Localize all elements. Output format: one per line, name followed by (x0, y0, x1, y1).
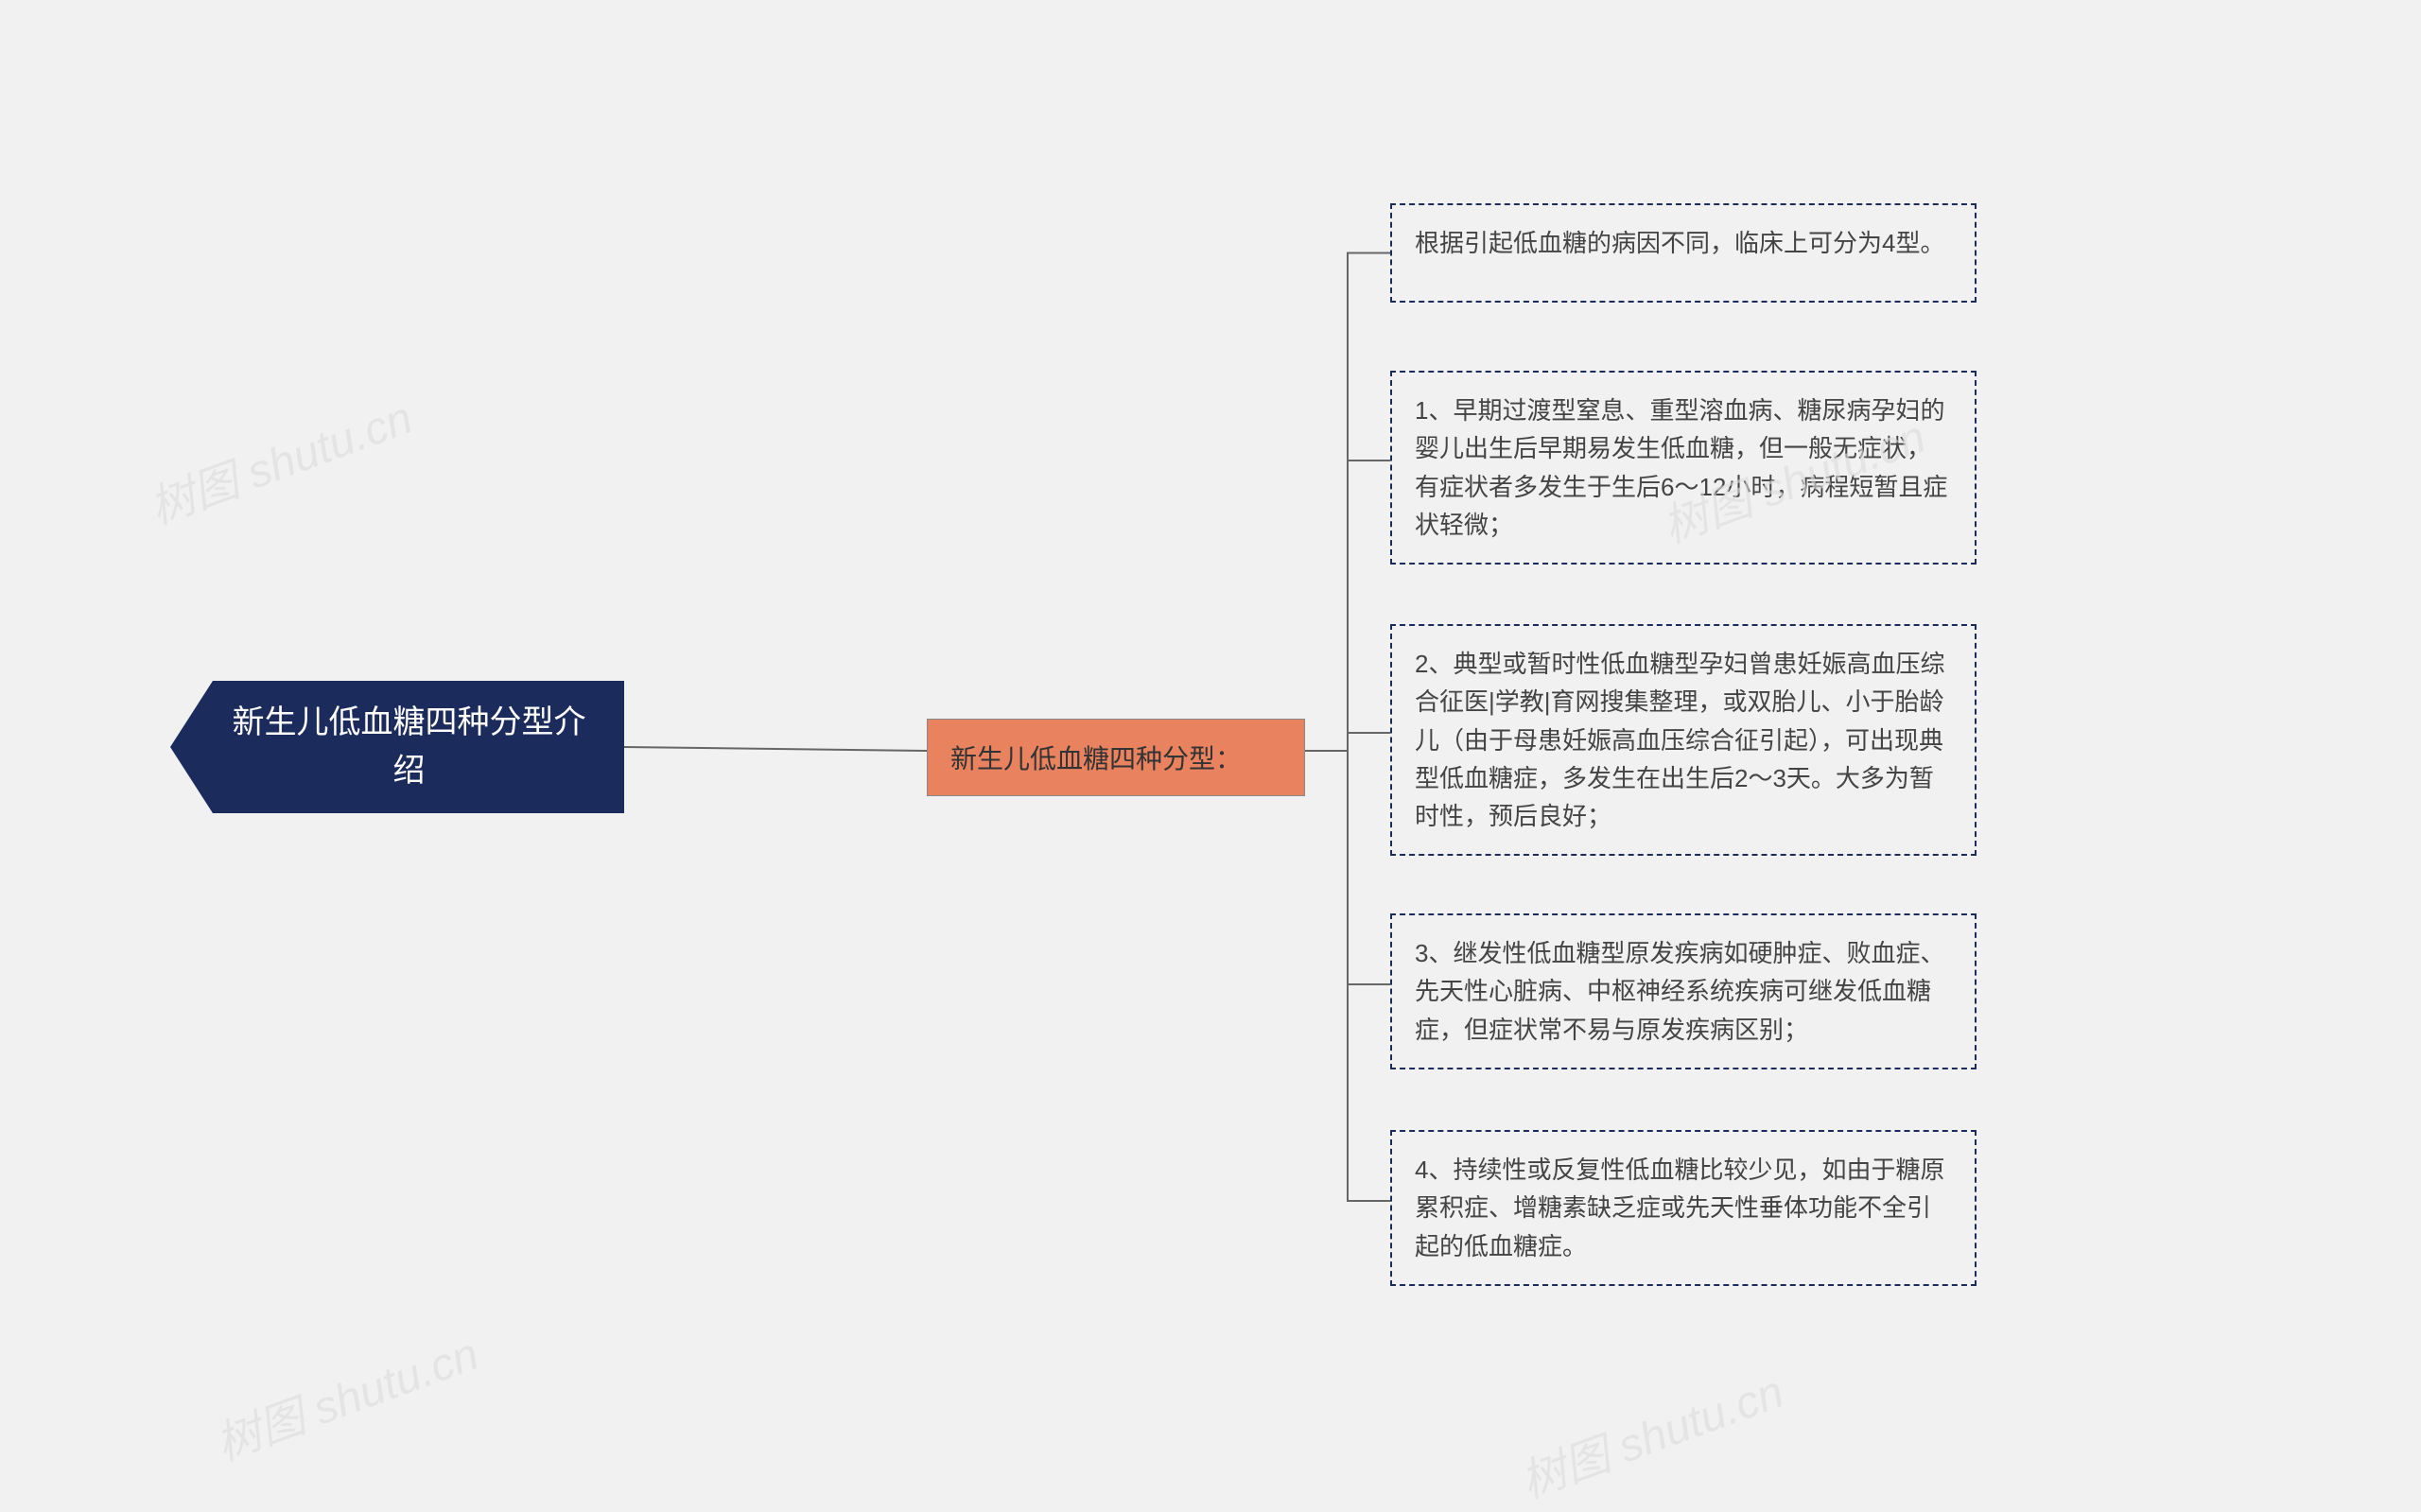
leaf-node-label: 1、早期过渡型窒息、重型溶血病、糖尿病孕妇的婴儿出生后早期易发生低血糖，但一般无… (1415, 396, 1947, 539)
leaf-node-label: 2、典型或暂时性低血糖型孕妇曾患妊娠高血压综合征医|学教|育网搜集整理，或双胎儿… (1415, 650, 1944, 830)
watermark: 树图 shutu.cn (139, 380, 420, 536)
root-node-label: 新生儿低血糖四种分型介绍 (232, 699, 586, 795)
branch-node-label: 新生儿低血糖四种分型： (950, 744, 1242, 773)
leaf-node-4[interactable]: 3、继发性低血糖型原发疾病如硬肿症、败血症、先天性心脏病、中枢神经系统疾病可继发… (1390, 913, 1977, 1069)
watermark: 树图 shutu.cn (205, 1316, 486, 1472)
leaf-node-1[interactable]: 根据引起低血糖的病因不同，临床上可分为4型。 (1390, 203, 1977, 303)
leaf-node-5[interactable]: 4、持续性或反复性低血糖比较少见，如由于糖原累积症、增糖素缺乏症或先天性垂体功能… (1390, 1130, 1977, 1286)
leaf-node-label: 根据引起低血糖的病因不同，临床上可分为4型。 (1415, 229, 1944, 257)
leaf-node-label: 4、持续性或反复性低血糖比较少见，如由于糖原累积症、增糖素缺乏症或先天性垂体功能… (1415, 1156, 1944, 1260)
branch-node[interactable]: 新生儿低血糖四种分型： (927, 719, 1305, 796)
leaf-node-2[interactable]: 1、早期过渡型窒息、重型溶血病、糖尿病孕妇的婴儿出生后早期易发生低血糖，但一般无… (1390, 371, 1977, 565)
mindmap-canvas: 新生儿低血糖四种分型介绍 新生儿低血糖四种分型： 根据引起低血糖的病因不同，临床… (0, 0, 2421, 1512)
leaf-node-label: 3、继发性低血糖型原发疾病如硬肿症、败血症、先天性心脏病、中枢神经系统疾病可继发… (1415, 939, 1944, 1044)
watermark: 树图 shutu.cn (1510, 1354, 1791, 1510)
root-node[interactable]: 新生儿低血糖四种分型介绍 (213, 681, 605, 813)
leaf-node-3[interactable]: 2、典型或暂时性低血糖型孕妇曾患妊娠高血压综合征医|学教|育网搜集整理，或双胎儿… (1390, 624, 1977, 856)
